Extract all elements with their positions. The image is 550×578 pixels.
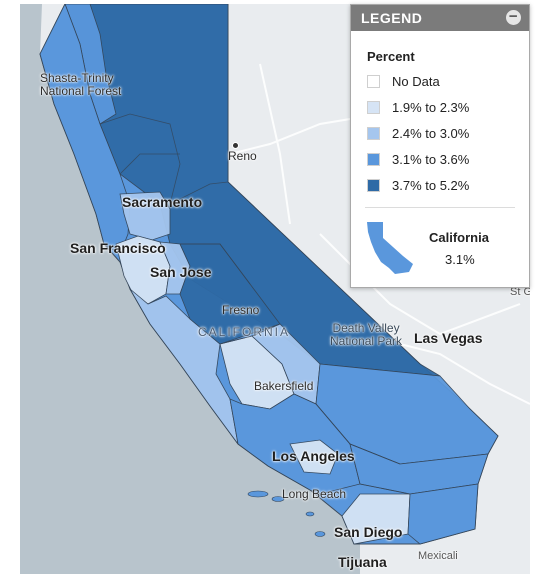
county-borders (99, 113, 411, 495)
summary-name: California (429, 230, 489, 245)
legend-item: 2.4% to 3.0% (367, 126, 529, 141)
legend-item: 1.9% to 2.3% (367, 100, 529, 115)
label-reno: Reno (228, 149, 257, 163)
label-tijuana: Tijuana (338, 554, 387, 570)
region-la-urban[interactable] (289, 439, 339, 475)
legend-swatch (367, 75, 380, 88)
legend-header-text: LEGEND (361, 10, 423, 26)
label-death-valley: Death Valley National Park (330, 321, 403, 348)
label-sacramento: Sacramento (122, 194, 203, 210)
legend-label: 1.9% to 2.3% (392, 100, 470, 115)
label-mexicali: Mexicali (418, 550, 458, 562)
legend-swatch (367, 101, 380, 114)
legend-item: No Data (367, 74, 529, 89)
reno-marker (232, 142, 239, 149)
legend-title: Percent (367, 49, 415, 64)
legend-panel: LEGEND − Percent No Data 1.9% to 2.3% 2.4%… (350, 4, 530, 288)
label-san-diego: San Diego (334, 524, 403, 540)
legend-swatch (367, 153, 380, 166)
legend-label: No Data (392, 74, 440, 89)
summary-value: 3.1% (445, 252, 475, 267)
legend-label: 3.1% to 3.6% (392, 152, 470, 167)
label-california: CALIFORNIA (198, 325, 291, 339)
region-imperial[interactable] (407, 483, 479, 545)
minus-circle-icon[interactable]: − (506, 9, 521, 25)
label-san-jose: San Jose (150, 264, 212, 280)
region-central-coast[interactable] (129, 288, 239, 445)
legend-items: No Data 1.9% to 2.3% 2.4% to 3.0% 3.1% to 3… (351, 74, 529, 193)
map-svg[interactable] (20, 4, 530, 574)
label-las-vegas: Las Vegas (414, 330, 483, 346)
legend-summary: California 3.1% (351, 216, 529, 286)
label-shasta-trinity: Shasta-Trinity National Forest (40, 71, 122, 98)
pacific-ocean (20, 4, 360, 574)
label-fresno: Fresno (222, 303, 260, 317)
label-bakersfield: Bakersfield (254, 379, 314, 393)
legend-swatch (367, 127, 380, 140)
legend-swatch (367, 179, 380, 192)
label-st-george: St Geo (510, 286, 530, 298)
channel-islands (247, 490, 326, 537)
label-san-francisco: San Francisco (70, 240, 166, 256)
legend-item: 3.1% to 3.6% (367, 152, 529, 167)
label-los-angeles: Los Angeles (272, 448, 355, 464)
region-sacramento[interactable] (119, 191, 171, 241)
california-summary-icon (367, 222, 413, 274)
legend-header: LEGEND − (351, 5, 529, 31)
legend-label: 3.7% to 5.2% (392, 178, 470, 193)
legend-item: 3.7% to 5.2% (367, 178, 529, 193)
label-long-beach: Long Beach (282, 487, 347, 501)
legend-label: 2.4% to 3.0% (392, 126, 470, 141)
legend-divider (365, 207, 515, 208)
